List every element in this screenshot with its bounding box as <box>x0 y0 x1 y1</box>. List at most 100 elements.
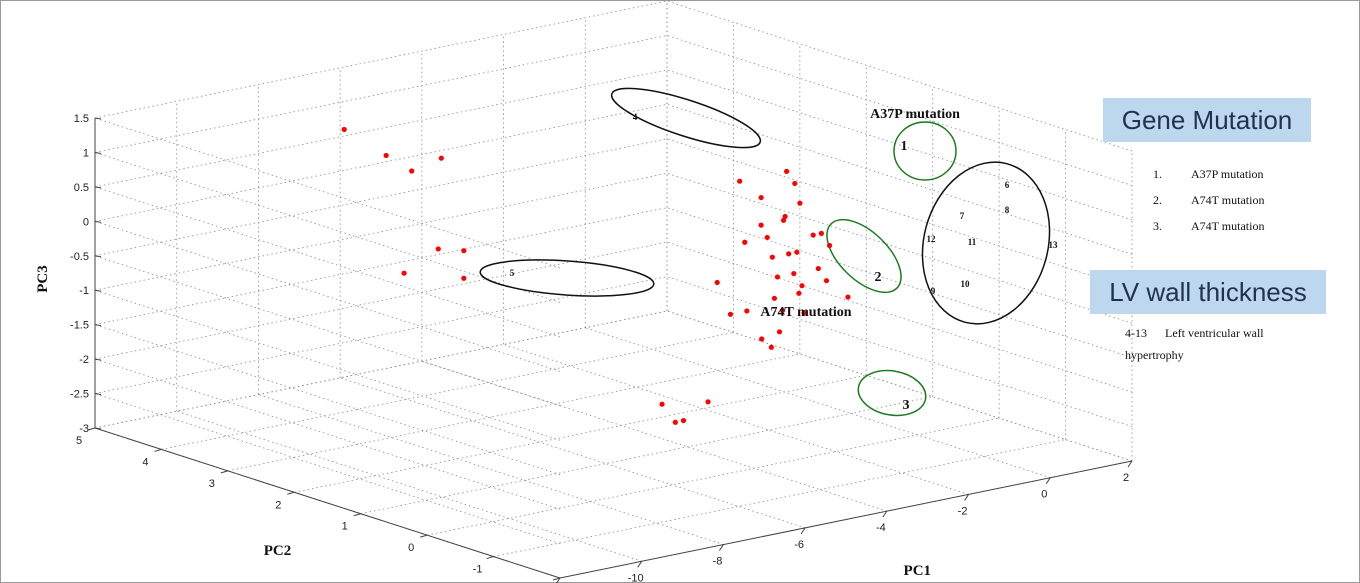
data-point <box>796 290 802 296</box>
side-wall-grid-line <box>666 241 1133 393</box>
pc3-tick <box>94 324 102 327</box>
data-point <box>341 126 347 133</box>
pc2-tick-label: 3 <box>209 478 215 490</box>
data-point <box>435 246 441 252</box>
pc1-tick-label: -6 <box>794 539 804 551</box>
back-wall-grid-line <box>94 276 668 394</box>
left-wall-grid-line <box>94 358 561 510</box>
cluster-ring <box>826 218 902 294</box>
data-point <box>815 265 821 272</box>
pc2-tick-label: -1 <box>473 564 483 576</box>
data-point <box>659 401 665 407</box>
pc2-tick <box>486 556 494 560</box>
data-point <box>764 234 770 241</box>
back-wall-grid-line <box>94 69 668 188</box>
pc1-tick-label: -10 <box>628 572 644 583</box>
lv-range-code: 4-13 <box>1125 326 1147 340</box>
data-point <box>780 217 787 223</box>
point-number-label: 12 <box>927 234 937 244</box>
legend-item-number: 1. <box>1153 167 1162 181</box>
pc2-tick <box>353 513 361 517</box>
floor-grid-line <box>227 353 800 472</box>
data-point <box>771 295 778 301</box>
left-wall-grid-line <box>94 255 561 407</box>
data-point <box>845 294 851 300</box>
point-number-label: 3 <box>903 398 910 413</box>
data-point <box>383 152 389 159</box>
left-wall-grid-line <box>94 220 561 372</box>
data-point <box>705 399 711 405</box>
data-point <box>776 329 783 335</box>
legend-item-number: 3. <box>1153 219 1162 233</box>
data-point <box>823 278 830 284</box>
point-number-label: 13 <box>1049 240 1059 250</box>
data-point <box>759 336 765 342</box>
data-point <box>826 242 833 249</box>
cluster-ring <box>857 369 927 417</box>
pc3-tick <box>94 186 102 189</box>
a37p-mutation-annotation: A37P mutation <box>870 107 960 122</box>
legend-item-label: A37P mutation <box>1191 167 1264 181</box>
pc1-tick <box>800 527 806 535</box>
pc1-tick-label: 2 <box>1123 472 1129 484</box>
pc3-tick-label: 0.5 <box>74 182 89 194</box>
back-wall-grid-line <box>94 207 668 326</box>
back-wall-grid-line <box>94 138 668 257</box>
side-wall-grid-line <box>666 172 1133 324</box>
point-number-label: 1 <box>901 139 908 154</box>
data-point <box>461 248 467 254</box>
floor-grid-line <box>493 439 1066 557</box>
floor-grid-line <box>161 332 734 450</box>
point-number-label: 8 <box>1005 205 1010 215</box>
pc2-tick-label: 4 <box>142 456 148 468</box>
floor-grid-line <box>427 417 1000 536</box>
pc1-axis-title: PC1 <box>904 563 932 579</box>
data-point <box>727 311 734 317</box>
side-wall-grid-line <box>666 69 1133 221</box>
pc3-tick-label: -1 <box>79 285 89 297</box>
left-wall-grid-line <box>94 324 561 476</box>
pc1-tick-label: 0 <box>1041 489 1047 501</box>
pc1-tick <box>637 561 643 568</box>
pc2-tick <box>420 534 428 538</box>
pc2-tick-label: 1 <box>342 521 348 533</box>
data-point <box>779 307 786 314</box>
lv-wall-thickness-title: LV wall thickness <box>1090 270 1326 314</box>
pc2-tick-label: 0 <box>408 542 414 554</box>
data-point <box>737 178 743 184</box>
data-point <box>714 279 720 286</box>
point-number-label: 9 <box>931 286 936 296</box>
data-point <box>742 239 748 245</box>
data-point <box>801 310 807 316</box>
floor-grid-line <box>360 396 933 515</box>
data-point <box>791 270 797 277</box>
side-wall-grid-line <box>666 310 1133 462</box>
pc1-tick <box>1127 460 1133 468</box>
legend-item-number: 2. <box>1153 193 1162 207</box>
pc1-tick <box>556 577 561 583</box>
data-point <box>799 283 805 289</box>
point-number-label: 4 <box>633 112 638 122</box>
data-point <box>758 194 764 201</box>
side-wall-grid-line <box>666 103 1133 255</box>
pc3-tick-label: -0.5 <box>70 251 89 263</box>
cluster-ring <box>921 161 1051 325</box>
pc1-tick <box>1045 477 1051 484</box>
pc1-tick-label: -4 <box>876 522 886 534</box>
data-point <box>680 417 687 424</box>
data-point <box>672 419 678 425</box>
pc3-tick-label: 0 <box>83 216 89 228</box>
left-wall-grid-line <box>94 117 561 269</box>
floor-grid-line <box>340 377 806 529</box>
cluster-ring <box>893 121 957 181</box>
back-wall-grid-line <box>94 35 668 153</box>
point-number-label: 7 <box>960 211 965 221</box>
pc1-tick <box>719 544 724 551</box>
pc1-axis-line <box>559 460 1133 579</box>
pc3-tick-label: 1 <box>83 147 89 159</box>
side-wall-grid-line <box>666 0 1133 152</box>
point-number-label: 2 <box>875 270 882 285</box>
data-point <box>797 200 803 206</box>
point-number-label: 10 <box>961 279 971 289</box>
